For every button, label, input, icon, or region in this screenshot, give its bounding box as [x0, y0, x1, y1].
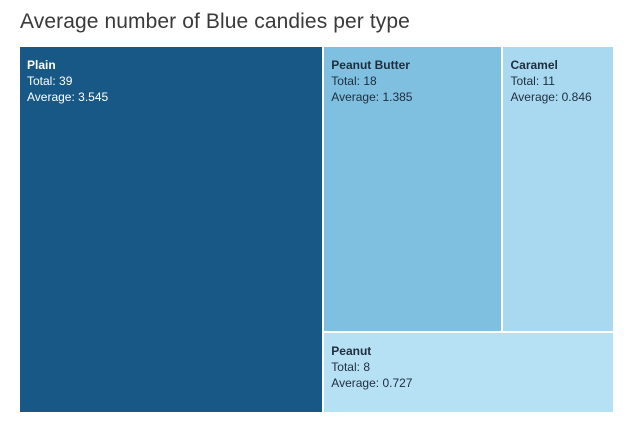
tile-label-average: Average: 0.727: [331, 376, 413, 391]
tile-label-total: Total: 18: [331, 74, 377, 88]
tile-label-average: Average: 1.385: [331, 90, 413, 104]
treemap: Plain Total: 39 Average: 3.545 Peanut Butte…: [20, 47, 613, 412]
treemap-tile-peanut[interactable]: Peanut Total: 8 Average: 0.727: [324, 333, 613, 412]
tile-label-total: Total: 8: [331, 360, 370, 375]
tile-label-total: Total: 39: [27, 74, 73, 88]
tile-label-name: Peanut: [331, 344, 372, 359]
tile-label-name: Caramel: [510, 58, 558, 72]
tile-label-total: Total: 11: [510, 74, 555, 88]
treemap-tile-peanut-butter[interactable]: Peanut Butter Total: 18 Average: 1.385: [324, 47, 502, 332]
tile-label-name: Plain: [27, 58, 56, 72]
treemap-tile-caramel[interactable]: Caramel Total: 11 Average: 0.846: [503, 47, 613, 332]
tile-label-average: Average: 0.846: [510, 90, 592, 104]
tile-label-average: Average: 3.545: [27, 90, 109, 104]
tile-label-name: Peanut Butter: [331, 58, 410, 72]
treemap-tile-plain[interactable]: Plain Total: 39 Average: 3.545: [20, 47, 323, 412]
chart-title: Average number of Blue candies per type: [20, 10, 410, 33]
